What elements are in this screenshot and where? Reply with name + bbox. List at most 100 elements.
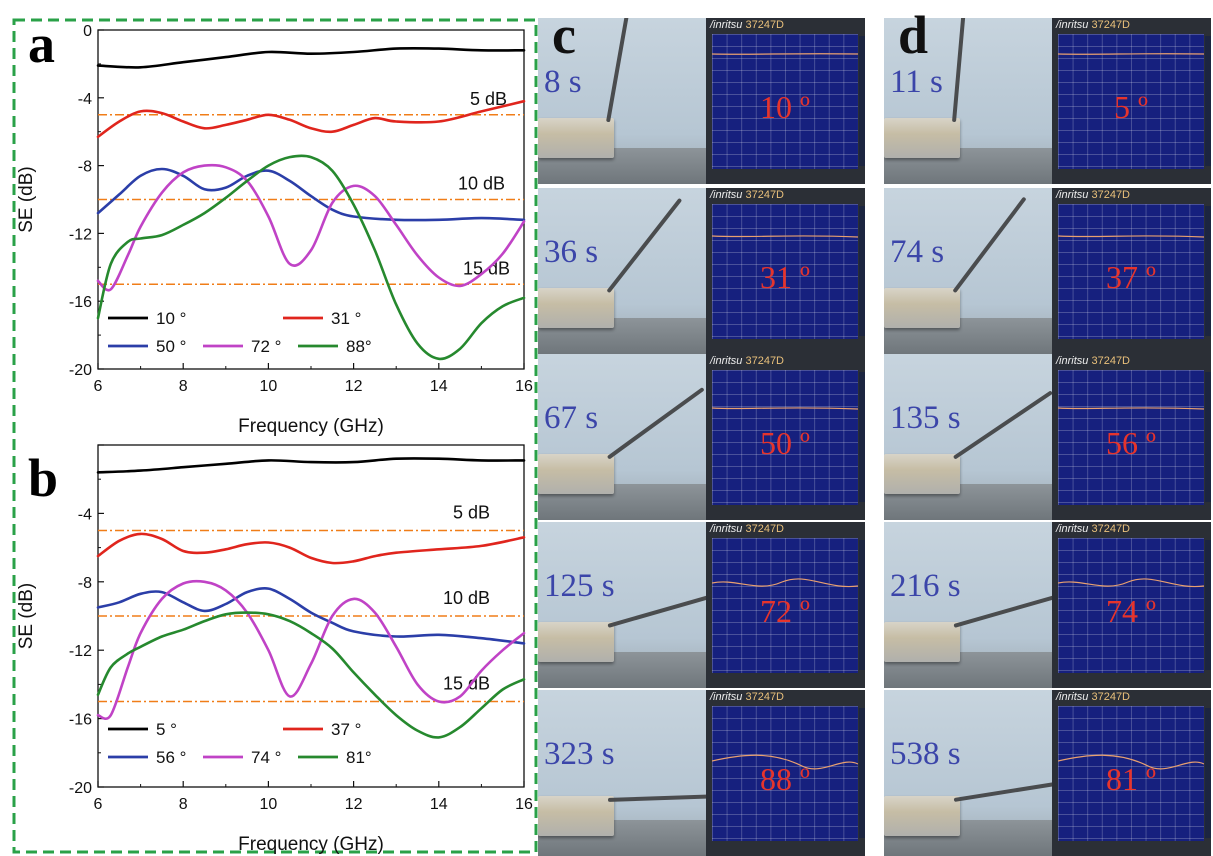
sample-block	[884, 118, 960, 158]
monitor-side-panel	[859, 372, 865, 502]
sample-block	[538, 454, 614, 494]
series-line-2	[96, 532, 526, 565]
legend-label: 74 °	[251, 748, 281, 767]
photo-frame: 36 s/inritsu 37247D 31 º	[538, 188, 865, 354]
x-tick-label: 12	[345, 796, 363, 813]
analyzer-screen: 88 º	[712, 706, 858, 841]
photo-frame: 216 s/inritsu 37247D 74 º	[884, 522, 1211, 688]
trace-line	[1058, 235, 1204, 238]
series-line-3	[96, 167, 526, 222]
sample-block	[884, 622, 960, 662]
brand-model: 37247D	[745, 355, 785, 367]
bending-strip	[606, 387, 705, 460]
brand-model: 37247D	[1091, 691, 1131, 703]
screen-trace	[712, 578, 858, 588]
analyzer-screen: 81 º	[1058, 706, 1204, 841]
photo-frame: 323 s/inritsu 37247D 88 º	[538, 690, 865, 856]
brand-name: /inritsu	[1056, 19, 1092, 31]
monitor-side-panel	[1205, 372, 1211, 502]
screen-trace	[712, 53, 858, 55]
analyzer-screen: 10 º	[712, 34, 858, 169]
x-axis-label: Frequency (GHz)	[238, 834, 384, 854]
panel-letter-d: d	[898, 5, 929, 65]
legend-label: 81°	[346, 748, 372, 767]
analyzer-screen: 74 º	[1058, 538, 1204, 673]
photo-frame: 11 s/inritsu 37247D 5 º	[884, 18, 1211, 184]
trace-line	[1058, 53, 1204, 55]
trace-line	[1058, 754, 1204, 770]
y-tick-label: -20	[69, 362, 92, 379]
brand-name: /inritsu	[710, 189, 746, 201]
legend-label: 88°	[346, 337, 372, 356]
legend-label: 50 °	[156, 337, 186, 356]
analyzer-monitor: /inritsu 37247D 5 º	[1052, 18, 1211, 184]
reference-line-label: 15 dB	[463, 258, 510, 278]
monitor-side-panel	[859, 206, 865, 336]
x-tick-label: 10	[260, 378, 278, 395]
reference-line-label: 15 dB	[443, 674, 490, 694]
analyzer-screen: 50 º	[712, 370, 858, 505]
series-line-5	[96, 154, 526, 361]
analyzer-screen: 31 º	[712, 204, 858, 339]
brand-name: /inritsu	[710, 19, 746, 31]
brand-name: /inritsu	[1056, 691, 1092, 703]
monitor-brand: /inritsu 37247D	[710, 523, 784, 535]
series-line-5	[96, 611, 526, 739]
bending-angle-label: 37 º	[1106, 259, 1156, 295]
trace-line	[712, 754, 858, 770]
elapsed-time-label: 125 s	[544, 568, 615, 604]
monitor-brand: /inritsu 37247D	[1056, 355, 1130, 367]
bending-strip	[952, 18, 967, 123]
screen-trace	[712, 754, 858, 770]
y-tick-label: -4	[78, 91, 92, 108]
bending-strip	[952, 390, 1053, 460]
monitor-side-panel	[859, 708, 865, 838]
bending-angle-label: 50 º	[760, 425, 810, 461]
screen-trace	[1058, 407, 1204, 410]
elapsed-time-label: 216 s	[890, 568, 961, 604]
analyzer-monitor: /inritsu 37247D 88 º	[706, 690, 865, 856]
brand-name: /inritsu	[710, 691, 746, 703]
x-tick-label: 14	[430, 796, 448, 813]
brand-name: /inritsu	[1056, 523, 1092, 535]
analyzer-screen: 5 º	[1058, 34, 1204, 169]
analyzer-screen: 56 º	[1058, 370, 1204, 505]
analyzer-monitor: /inritsu 37247D 37 º	[1052, 188, 1211, 354]
monitor-side-panel	[1205, 540, 1211, 670]
bending-strip	[953, 591, 1068, 628]
legend-label: 5 °	[156, 720, 177, 739]
elapsed-time-label: 67 s	[544, 400, 599, 436]
legend-label: 37 °	[331, 720, 361, 739]
y-tick-label: -16	[69, 294, 92, 311]
monitor-brand: /inritsu 37247D	[1056, 19, 1130, 31]
analyzer-monitor: /inritsu 37247D 74 º	[1052, 522, 1211, 688]
analyzer-screen: 72 º	[712, 538, 858, 673]
trace-line	[1058, 578, 1204, 588]
chart-a: 6 8 10 12 14 16 0 -4 -8 -12 -16 -20 Frequency (GHz) S…	[16, 23, 533, 437]
analyzer-monitor: /inritsu 37247D 72 º	[706, 522, 865, 688]
screen-trace	[1058, 53, 1204, 55]
x-tick-label: 6	[94, 378, 103, 395]
brand-model: 37247D	[745, 19, 785, 31]
y-tick-label: -20	[69, 780, 92, 797]
x-tick-label: 16	[515, 378, 533, 395]
brand-model: 37247D	[745, 189, 785, 201]
series-line-2	[96, 99, 526, 139]
bending-angle-label: 5 º	[1114, 89, 1148, 125]
bending-strip	[606, 18, 631, 123]
sample-block	[538, 622, 614, 662]
brand-model: 37247D	[745, 691, 785, 703]
trace-line	[712, 407, 858, 410]
brand-model: 37247D	[1091, 355, 1131, 367]
screen-trace	[1058, 235, 1204, 238]
bending-angle-label: 88 º	[760, 761, 810, 797]
sample-block	[538, 118, 614, 158]
monitor-side-panel	[859, 540, 865, 670]
photo-frame: 125 s/inritsu 37247D 72 º	[538, 522, 865, 688]
screen-trace	[712, 235, 858, 238]
sample-block	[884, 796, 960, 836]
panel-letter-b: b	[28, 448, 58, 508]
monitor-side-panel	[1205, 708, 1211, 838]
bending-strip	[607, 591, 722, 628]
brand-model: 37247D	[1091, 523, 1131, 535]
